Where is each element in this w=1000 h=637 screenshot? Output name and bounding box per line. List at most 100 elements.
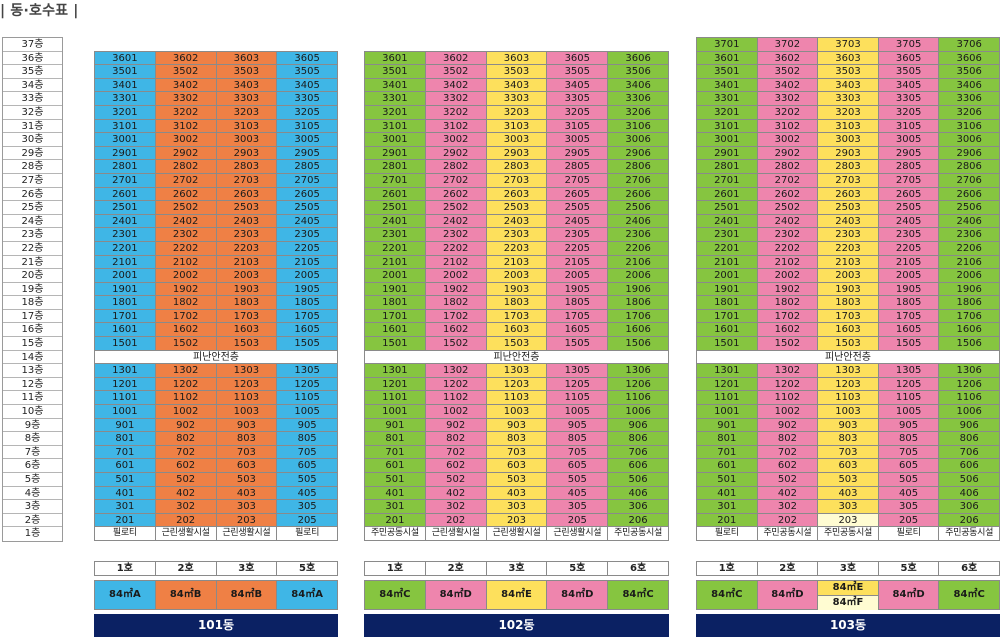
unit-cell: 1803 <box>486 296 548 310</box>
unit-cell: 206 <box>608 513 669 528</box>
ground-floor-use: 근린생활시설 <box>547 527 609 541</box>
floor-label: 2층 <box>3 514 62 528</box>
unit-cell: 3001 <box>365 133 426 147</box>
unit-cell: 1902 <box>757 282 819 297</box>
floor-label: 15층 <box>3 337 62 351</box>
unit-cell: 3002 <box>155 133 217 147</box>
unit-cell: 2001 <box>95 269 156 283</box>
unit-cell: 3006 <box>608 133 669 147</box>
unit-cell: 2401 <box>365 214 426 229</box>
unit-cell: 1705 <box>277 309 338 324</box>
unit-cell: 3403 <box>486 78 548 93</box>
unit-cell: 3001 <box>697 133 758 147</box>
unit-cell: 1603 <box>818 323 879 338</box>
unit-cell: 2302 <box>757 228 819 242</box>
unit-cell: 1605 <box>547 323 609 338</box>
unit-cell: 205 <box>277 513 338 528</box>
unit-cell: 405 <box>277 486 338 501</box>
unit-cell: 2503 <box>818 201 879 215</box>
unit-cell: 3303 <box>486 92 548 106</box>
unit-cell: 1101 <box>365 391 426 406</box>
unit-cell: 1901 <box>95 282 156 297</box>
unit-cell: 1206 <box>608 377 669 392</box>
unit-type-label: 84㎡E <box>486 581 548 610</box>
unit-cell: 1903 <box>216 282 278 297</box>
unit-cell: 2905 <box>547 146 609 161</box>
unit-cell: 1002 <box>425 405 487 419</box>
unit-type-label: 84㎡D <box>878 581 940 610</box>
unit-cell: 1203 <box>818 377 879 392</box>
unit-cell: 701 <box>365 445 426 460</box>
unit-cell: 505 <box>277 473 338 487</box>
unit-cell: 2206 <box>939 241 1000 256</box>
unit-cell: 2203 <box>216 241 278 256</box>
unit-cell: 1605 <box>878 323 940 338</box>
floor-label: 9층 <box>3 419 62 433</box>
unit-cell: 1301 <box>697 364 758 378</box>
unit-cell: 3101 <box>697 119 758 134</box>
unit-cell: 2902 <box>425 146 487 161</box>
unit-cell: 705 <box>547 445 609 460</box>
ground-floor-use: 주민공동시설 <box>939 527 1000 541</box>
refuge-floor-band: 피난안전층 <box>697 350 1000 365</box>
unit-cell: 1605 <box>277 323 338 338</box>
unit-cell: 1302 <box>155 364 217 378</box>
unit-cell: 1706 <box>608 309 669 324</box>
unit-cell: 1202 <box>757 377 819 392</box>
unit-cell: 3103 <box>486 119 548 134</box>
unit-type-label: 84㎡D <box>425 581 487 610</box>
unit-cell: 702 <box>155 445 217 460</box>
unit-cell: 1503 <box>216 337 278 351</box>
unit-cell: 2301 <box>697 228 758 242</box>
floor-label: 32층 <box>3 106 62 120</box>
unit-cell: 2602 <box>757 187 819 202</box>
ho-label: 6호 <box>608 562 669 576</box>
unit-cell: 1303 <box>818 364 879 378</box>
ground-floor-use: 근린생활시설 <box>425 527 487 541</box>
unit-cell: 3105 <box>878 119 940 134</box>
unit-cell: 301 <box>697 500 758 514</box>
unit-cell: 1306 <box>939 364 1000 378</box>
unit-cell: 1005 <box>277 405 338 419</box>
unit-cell: 706 <box>608 445 669 460</box>
page-title: | 동·호수표 | <box>0 3 79 19</box>
unit-type-label: 84㎡C <box>608 581 669 610</box>
unit-cell: 702 <box>757 445 819 460</box>
unit-cell: 202 <box>155 513 217 528</box>
unit-cell: 2302 <box>425 228 487 242</box>
unit-cell: 1503 <box>486 337 548 351</box>
floor-label: 26층 <box>3 188 62 202</box>
unit-cell: 3401 <box>95 78 156 93</box>
unit-cell: 1903 <box>486 282 548 297</box>
ground-floor-use: 주민공동시설 <box>365 527 426 541</box>
building-101-ho-row: 1호 2호 3호 5호 <box>94 561 338 576</box>
unit-cell: 301 <box>95 500 156 514</box>
unit-cell: 2303 <box>216 228 278 242</box>
unit-cell: 3105 <box>277 119 338 134</box>
unit-cell: 2403 <box>486 214 548 229</box>
unit-cell: 1505 <box>547 337 609 351</box>
floor-label: 4층 <box>3 487 62 501</box>
ho-label: 1호 <box>95 562 156 576</box>
floor-label: 18층 <box>3 296 62 310</box>
unit-cell: 3001 <box>95 133 156 147</box>
unit-cell: 2205 <box>878 241 940 256</box>
unit-cell: 901 <box>95 418 156 433</box>
unit-cell: 2705 <box>878 173 940 188</box>
unit-cell: 3202 <box>757 105 819 120</box>
unit-cell: 2002 <box>425 269 487 283</box>
unit-cell: 1501 <box>697 337 758 351</box>
unit-cell: 2905 <box>277 146 338 161</box>
unit-cell: 1205 <box>547 377 609 392</box>
unit-cell: 606 <box>608 459 669 473</box>
unit-cell: 2302 <box>155 228 217 242</box>
floor-label: 31층 <box>3 120 62 134</box>
unit-cell: 3303 <box>818 92 879 106</box>
unit-cell: 303 <box>486 500 548 514</box>
unit-cell: 2802 <box>425 160 487 174</box>
unit-cell: 2702 <box>425 173 487 188</box>
unit-cell: 2702 <box>757 173 819 188</box>
floor-label: 25층 <box>3 201 62 215</box>
ho-label: 1호 <box>697 562 758 576</box>
unit-cell: 302 <box>425 500 487 514</box>
